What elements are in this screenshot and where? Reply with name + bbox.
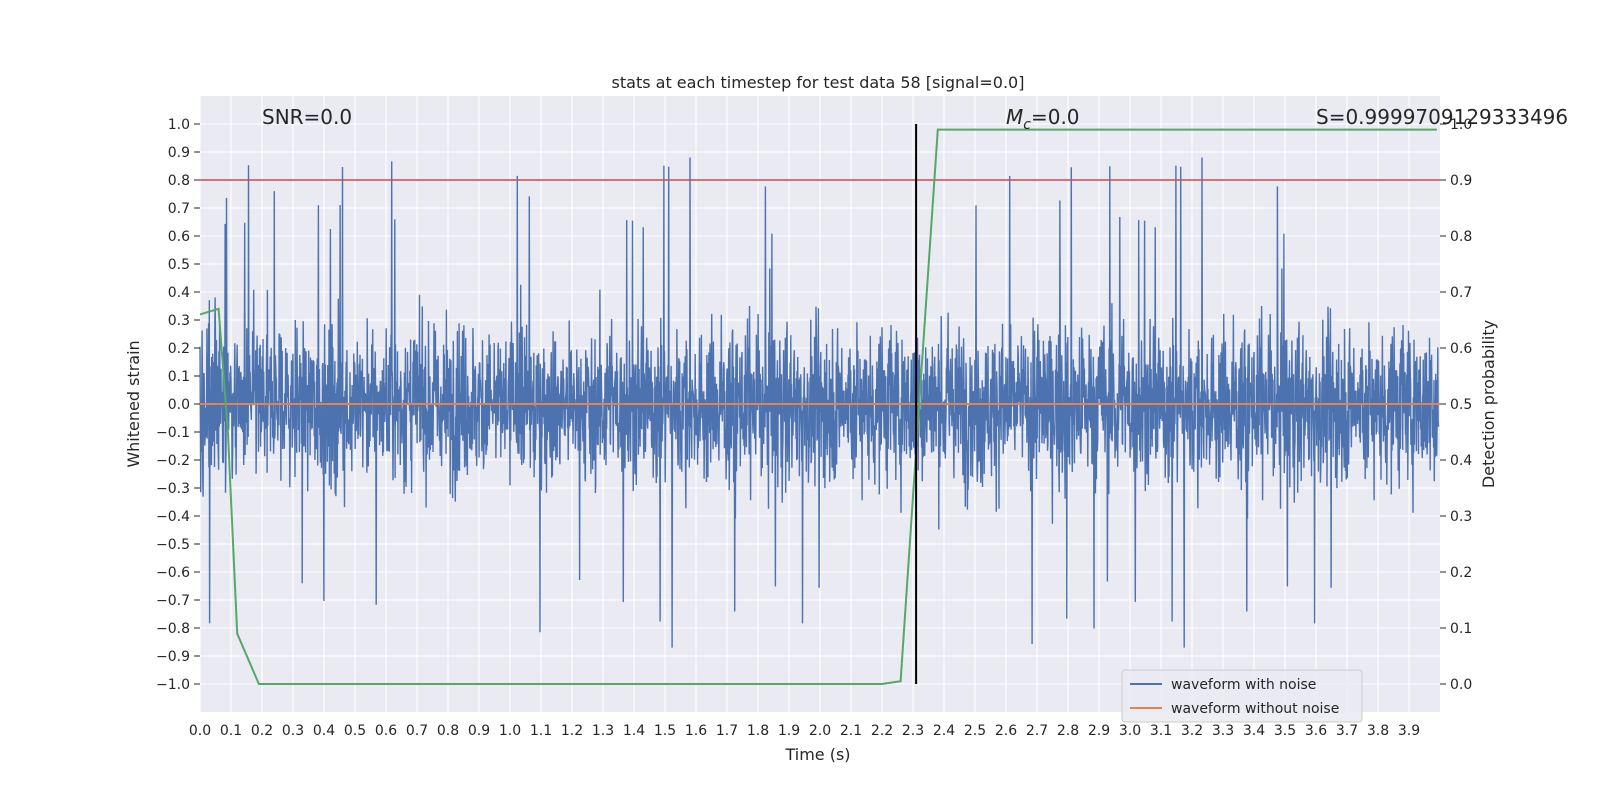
axes: 0.0 0.1 0.2 0.3 0.4 0.5 0.6 0.7 0.8 0.9 1.0 1.1 1.2 1…: [156, 117, 1472, 739]
y2-tick-label: 0.9: [1450, 173, 1472, 189]
y-tick-label: −0.8: [156, 621, 190, 637]
y-tick-label: 0.9: [168, 145, 190, 161]
x-tick-label: 2.5: [964, 723, 986, 739]
x-tick-label: 3.6: [1305, 723, 1327, 739]
x-tick-label: 2.3: [902, 723, 924, 739]
x-tick-label: 1.1: [530, 723, 552, 739]
y-tick-label: 1.0: [168, 117, 190, 133]
legend: waveform with noise waveform without noi…: [1121, 669, 1363, 723]
mc-symbol: M: [1006, 105, 1023, 129]
s-annotation: S=0.9999709129333496: [1316, 105, 1568, 129]
x-tick-label: 2.4: [933, 723, 955, 739]
x-tick-label: 3.7: [1336, 723, 1358, 739]
y2-tick-label: 0.1: [1450, 621, 1472, 637]
y2-tick-label: 0.6: [1450, 341, 1472, 357]
x-tick-label: 1.5: [654, 723, 676, 739]
x-tick-label: 1.6: [685, 723, 707, 739]
x-tick-label: 1.8: [747, 723, 769, 739]
x-tick-label: 0.5: [344, 723, 366, 739]
y-tick-label: −0.4: [156, 509, 190, 525]
mc-value: =0.0: [1031, 105, 1080, 129]
x-tick-label: 2.9: [1088, 723, 1110, 739]
x-tick-label: 2.8: [1057, 723, 1079, 739]
x-tick-label: 3.0: [1119, 723, 1141, 739]
x-tick-label: 1.9: [778, 723, 800, 739]
y-tick-label: 0.1: [168, 369, 190, 385]
x-tick-label: 3.4: [1243, 723, 1265, 739]
y-tick-label: −0.7: [156, 593, 190, 609]
y-axis-label: Whitened strain: [124, 340, 143, 467]
y2-tick-label: 0.7: [1450, 285, 1472, 301]
x-axis-label: Time (s): [784, 745, 850, 764]
x-tick-label: 0.0: [189, 723, 211, 739]
y-tick-label: 0.8: [168, 173, 190, 189]
x-tick-label: 3.5: [1274, 723, 1296, 739]
y-tick-label: −0.5: [156, 537, 190, 553]
x-tick-label: 3.8: [1367, 723, 1389, 739]
x-tick-label: 3.2: [1181, 723, 1203, 739]
x-tick-label: 3.9: [1398, 723, 1420, 739]
y-tick-label: −0.1: [156, 425, 190, 441]
mc-subscript: c: [1023, 117, 1031, 133]
x-tick-label: 1.2: [561, 723, 583, 739]
y-tick-label: −1.0: [156, 677, 190, 693]
y-tick-label: −0.6: [156, 565, 190, 581]
legend-label-noise: waveform with noise: [1171, 677, 1316, 693]
legend-box: [1121, 669, 1363, 723]
x-tick-label: 2.7: [1026, 723, 1048, 739]
x-tick-label: 0.1: [220, 723, 242, 739]
x-tick-label: 3.1: [1150, 723, 1172, 739]
x-tick-label: 2.6: [995, 723, 1017, 739]
y2-tick-label: 0.5: [1450, 397, 1472, 413]
y2-tick-label: 0.0: [1450, 677, 1472, 693]
y-tick-label: 0.4: [168, 285, 190, 301]
x-tick-label: 1.4: [623, 723, 645, 739]
y-tick-label: 0.6: [168, 229, 190, 245]
y-tick-label: 0.3: [168, 313, 190, 329]
mc-annotation: Mc=0.0: [1006, 105, 1080, 133]
x-tick-label: 1.0: [499, 723, 521, 739]
x-tick-label: 2.2: [871, 723, 893, 739]
x-tick-label: 0.2: [251, 723, 273, 739]
x-tick-label: 0.8: [437, 723, 459, 739]
y-tick-label: −0.2: [156, 453, 190, 469]
y-tick-label: −0.3: [156, 481, 190, 497]
x-tick-label: 3.3: [1212, 723, 1234, 739]
y-tick-label: 0.2: [168, 341, 190, 357]
snr-annotation: SNR=0.0: [262, 105, 352, 129]
detection-probability-line: [199, 128, 1437, 685]
legend-label-clean: waveform without noise: [1171, 701, 1339, 717]
x-tick-label: 2.1: [840, 723, 862, 739]
y2-tick-label: 0.4: [1450, 453, 1472, 469]
y2-tick-label: 1.0: [1450, 117, 1472, 133]
y2-axis-label: Detection probability: [1479, 320, 1498, 488]
overlays: [199, 124, 1440, 685]
y2-tick-label: 0.3: [1450, 509, 1472, 525]
x-tick-label: 0.9: [468, 723, 490, 739]
y-tick-label: −0.9: [156, 649, 190, 665]
chart-title: stats at each timestep for test data 58 …: [612, 73, 1025, 92]
x-tick-label: 0.4: [313, 723, 335, 739]
y-tick-label: 0.7: [168, 201, 190, 217]
x-tick-label: 1.7: [716, 723, 738, 739]
y-tick-label: 0.0: [168, 397, 190, 413]
y2-tick-label: 0.2: [1450, 565, 1472, 581]
x-tick-label: 2.0: [809, 723, 831, 739]
y-tick-label: 0.5: [168, 257, 190, 273]
x-tick-label: 1.3: [592, 723, 614, 739]
y2-tick-label: 0.8: [1450, 229, 1472, 245]
x-tick-label: 0.7: [406, 723, 428, 739]
x-tick-label: 0.3: [282, 723, 304, 739]
x-tick-label: 0.6: [375, 723, 397, 739]
